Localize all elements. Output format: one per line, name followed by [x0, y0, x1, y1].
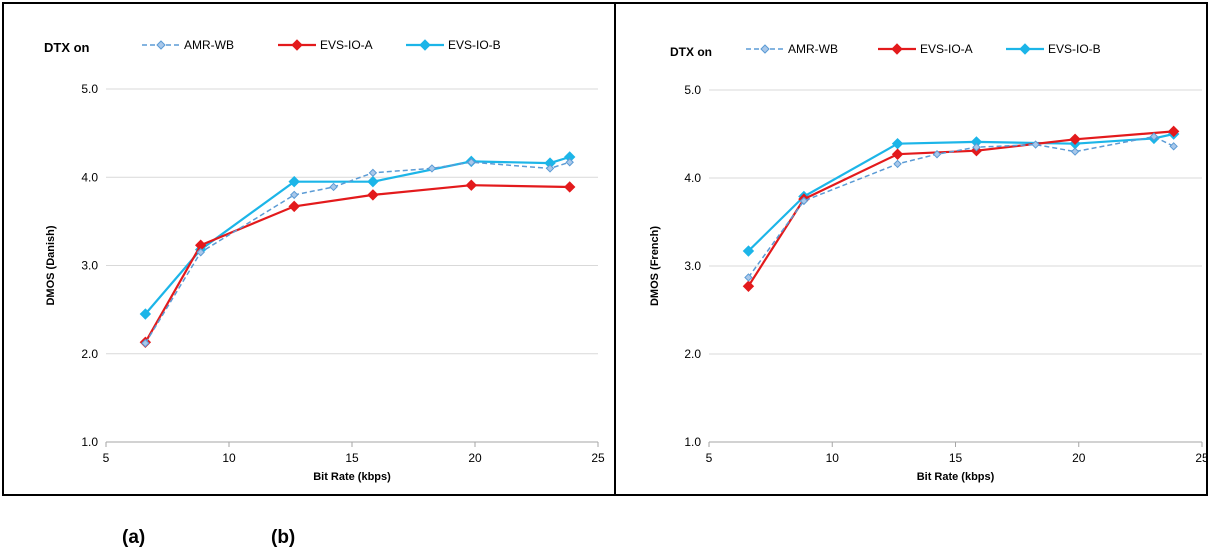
data-point	[367, 175, 379, 188]
data-point	[1167, 125, 1180, 138]
data-point	[465, 179, 478, 191]
y-axis-title: DMOS (Danish)	[45, 225, 57, 305]
x-tick-label: 5	[103, 451, 110, 465]
data-point	[1149, 132, 1159, 141]
chart-panel-b: 1.0 2.0 3.0 4.0 5.0 5 10 15 20 25 Bit Rate (kbps) D…	[614, 2, 1208, 496]
y-axis-title: DMOS (French)	[649, 226, 661, 306]
x-axis-title: Bit Rate (kbps)	[917, 471, 995, 483]
data-point	[467, 158, 476, 167]
legend-label: AMR-WB	[184, 38, 234, 52]
data-point	[367, 189, 379, 201]
y-tick-label: 5.0	[684, 83, 701, 97]
x-tick-label: 10	[222, 451, 236, 465]
x-tick-label: 25	[1195, 451, 1206, 465]
series-line-amr-wb	[144, 161, 570, 344]
data-point	[972, 142, 981, 152]
y-tick-label: 1.0	[684, 435, 701, 449]
legend-entry: AMR-WB	[142, 38, 234, 52]
data-point	[139, 308, 152, 320]
data-point	[742, 280, 755, 292]
data-point	[744, 273, 753, 282]
chart-b: 1.0 2.0 3.0 4.0 5.0 5 10 15 20 25 Bit Rate (kbps) D…	[649, 42, 1206, 483]
data-point	[196, 248, 205, 257]
legend-entry: EVS-IO-A	[278, 38, 373, 52]
data-point	[564, 181, 576, 193]
x-tick-label: 20	[468, 451, 482, 465]
y-tick-label: 3.0	[684, 259, 701, 273]
legend-label: AMR-WB	[788, 42, 838, 56]
x-tick-label: 5	[706, 451, 713, 465]
x-tick-label: 15	[949, 451, 963, 465]
data-point	[932, 150, 942, 159]
x-tick-label: 15	[345, 451, 359, 465]
legend-marker	[291, 39, 303, 51]
chart-title: DTX on	[670, 45, 712, 59]
legend-entry: EVS-IO-B	[1006, 42, 1101, 56]
legend-marker	[760, 44, 770, 54]
y-tick-label: 3.0	[81, 259, 98, 273]
data-point	[427, 164, 437, 173]
x-tick-label: 25	[591, 451, 605, 465]
data-point	[799, 196, 809, 206]
legend-label: EVS-IO-B	[448, 38, 501, 52]
x-tick-label: 10	[826, 451, 840, 465]
y-tick-label: 2.0	[684, 347, 701, 361]
series-line-evs-io-b	[144, 155, 571, 315]
data-point	[288, 175, 300, 188]
data-point	[893, 159, 902, 169]
x-axis-title: Bit Rate (kbps)	[313, 471, 391, 483]
data-point	[1070, 147, 1080, 156]
y-tick-label: 4.0	[81, 170, 98, 184]
legend-label: EVS-IO-B	[1048, 42, 1101, 56]
data-point	[289, 190, 299, 200]
y-tick-label: 1.0	[81, 435, 98, 449]
data-point	[891, 148, 904, 160]
data-point	[891, 137, 904, 150]
legend-entry: EVS-IO-B	[406, 38, 501, 52]
caption-a: (a)	[122, 527, 146, 548]
data-point	[329, 182, 338, 192]
y-tick-label: 4.0	[684, 171, 701, 185]
chart-a: 1.0 2.0 3.0 4.0 5.0 5 10 15 20 25 Bit Rate (kbps) D…	[44, 38, 605, 483]
chart-panel-a: 1.0 2.0 3.0 4.0 5.0 5 10 15 20 25 Bit Rate (kbps) D…	[2, 2, 616, 496]
data-point	[1069, 133, 1081, 145]
legend-marker	[891, 43, 903, 55]
legend-marker	[419, 39, 431, 51]
data-point	[368, 168, 378, 178]
data-point	[565, 158, 574, 167]
data-point	[545, 164, 555, 173]
data-point	[742, 245, 755, 257]
series-line-evs-io-a	[144, 184, 570, 343]
chart-title: DTX on	[44, 40, 90, 55]
data-point	[1169, 142, 1178, 151]
legend-label: EVS-IO-A	[920, 42, 973, 56]
legend-label: EVS-IO-A	[320, 38, 373, 52]
caption-b: (b)	[271, 527, 296, 548]
series-line-amr-wb	[747, 135, 1175, 278]
legend-entry: AMR-WB	[746, 42, 838, 56]
data-point	[288, 200, 300, 213]
legend-marker	[1019, 43, 1031, 55]
series-line-evs-io-a	[747, 130, 1174, 287]
data-point	[1031, 140, 1040, 149]
y-tick-label: 5.0	[81, 82, 98, 96]
legend-entry: EVS-IO-A	[878, 42, 973, 56]
legend-marker	[156, 40, 166, 50]
y-tick-label: 2.0	[81, 347, 98, 361]
x-tick-label: 20	[1072, 451, 1086, 465]
data-point	[141, 338, 150, 348]
